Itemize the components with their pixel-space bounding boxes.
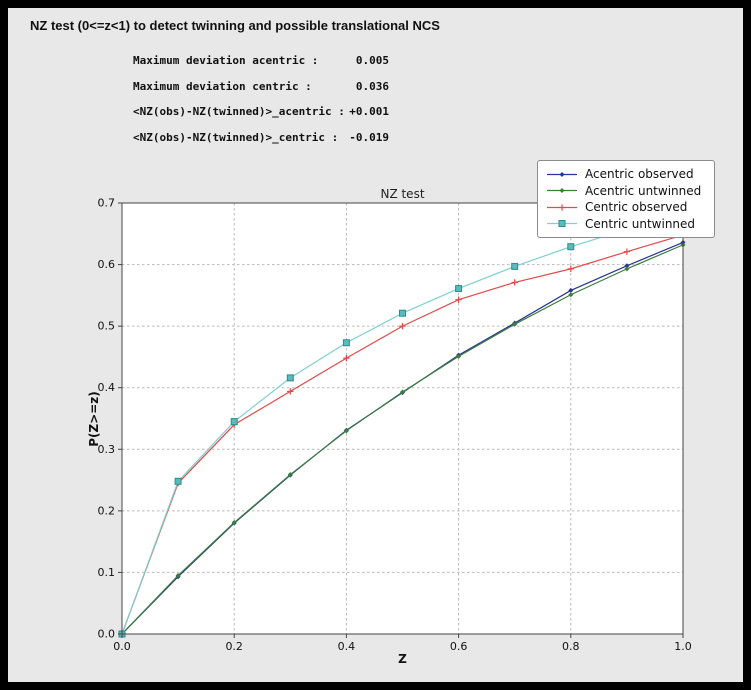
svg-text:0.2: 0.2 [225,640,243,653]
stats-block: Maximum deviation acentric : 0.005 Maxim… [133,54,389,156]
legend-label: Acentric observed [585,167,694,182]
stat-value: 0.005 [355,54,389,67]
legend-entry-centric-observed: Centric observed [546,199,706,216]
legend-entry-acentric-untwinned: Acentric untwinned [546,183,706,200]
stat-label: Maximum deviation acentric : [133,54,319,67]
svg-text:0.6: 0.6 [98,258,116,271]
svg-text:0.6: 0.6 [450,640,468,653]
svg-text:0.4: 0.4 [98,381,116,394]
svg-text:0.0: 0.0 [113,640,131,653]
legend-entry-acentric-observed: Acentric observed [546,166,706,183]
chart-canvas: 0.0 0.2 0.4 0.6 0.8 1.0 0.0 0.1 0.2 0.3 0.4 0.5 0.6 0… [98,197,692,654]
legend-entry-centric-untwinned: Centric untwinned [546,216,706,233]
page-title: NZ test (0<=z<1) to detect twinning and … [30,18,440,33]
svg-text:0.3: 0.3 [98,443,116,456]
nz-test-chart: 0.0 0.2 0.4 0.6 0.8 1.0 0.0 0.1 0.2 0.3 0.4 0.5 0.6 0… [8,8,743,682]
svg-text:0.7: 0.7 [98,197,116,210]
legend-line-sample [546,217,578,230]
svg-text:0.5: 0.5 [98,320,116,333]
legend-label: Acentric untwinned [585,183,702,198]
stat-value: +0.001 [349,105,389,118]
svg-text:0.1: 0.1 [98,566,116,579]
svg-text:1.0: 1.0 [674,640,692,653]
svg-text:0.0: 0.0 [98,628,116,641]
legend-line-sample [546,168,578,181]
x-axis-label: Z [398,652,407,666]
stat-value: 0.036 [355,79,389,93]
legend-label: Centric untwinned [585,216,696,231]
stat-value: -0.019 [349,130,389,144]
svg-text:0.8: 0.8 [562,640,580,653]
svg-text:0.4: 0.4 [338,640,356,653]
stat-row: <NZ(obs)-NZ(twinned)>_centric : -0.019 [133,131,389,157]
chart-title: NZ test [380,187,425,201]
svg-text:0.2: 0.2 [98,504,116,517]
stat-label: <NZ(obs)-NZ(twinned)>_acentric : [133,105,345,118]
stat-row: Maximum deviation centric : 0.036 [133,80,389,106]
legend-label: Centric observed [585,200,688,215]
stat-label: Maximum deviation centric : [133,79,312,93]
stat-row: <NZ(obs)-NZ(twinned)>_acentric : +0.001 [133,105,389,131]
legend-line-sample [546,184,578,197]
stat-row: Maximum deviation acentric : 0.005 [133,54,389,80]
chart-legend: Acentric observed Acentric untwinned Cen… [537,160,715,238]
stat-label: <NZ(obs)-NZ(twinned)>_centric : [133,130,339,144]
legend-line-sample [546,201,578,214]
app-panel: NZ test (0<=z<1) to detect twinning and … [8,8,743,682]
y-axis-label: P(Z>=z) [87,390,101,447]
